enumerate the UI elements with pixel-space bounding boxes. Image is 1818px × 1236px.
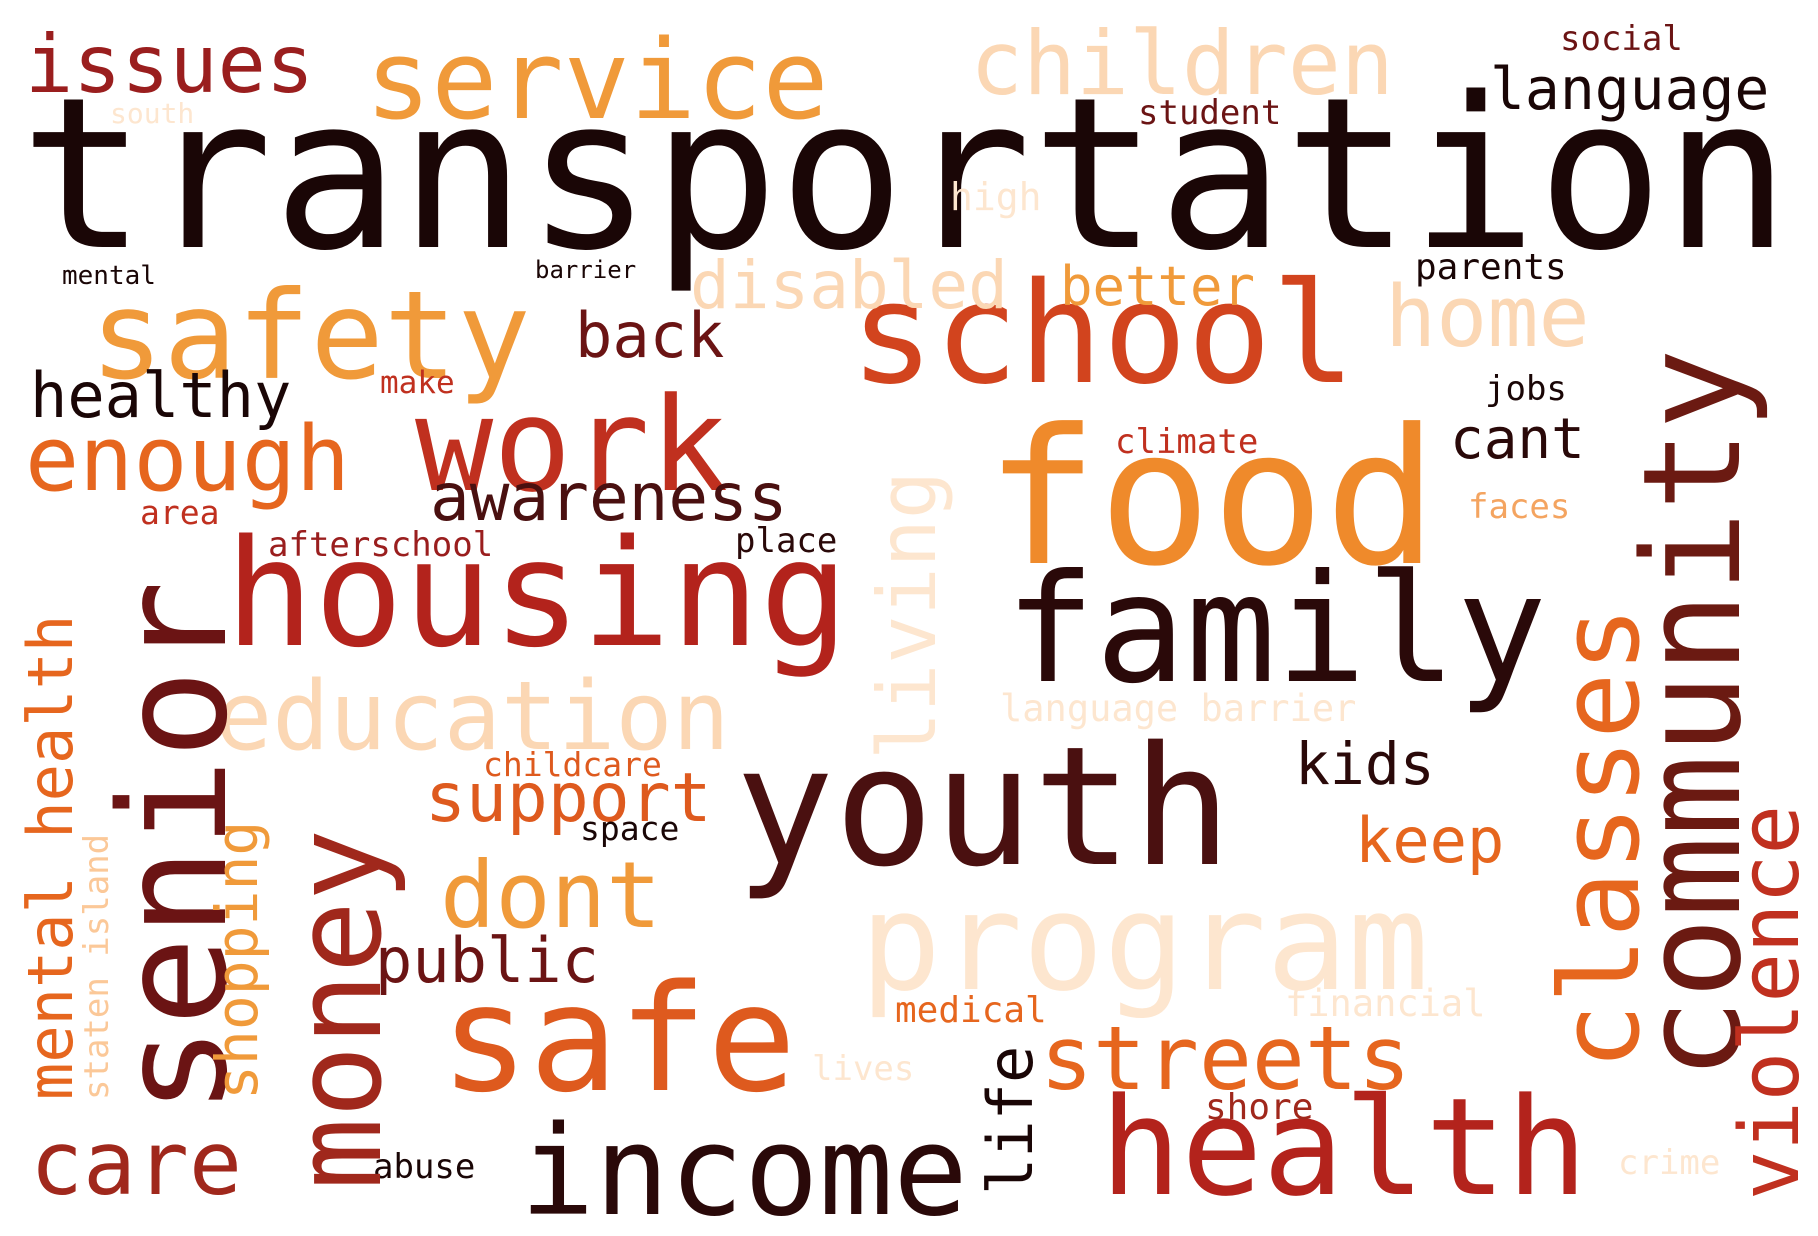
word-mental: mental [62,261,156,291]
word-climate: climate [1115,422,1259,462]
word-safe: safe [440,953,797,1125]
word-area: area [140,493,220,532]
word-lives: lives [812,1049,915,1089]
word-health: health [1100,1069,1588,1226]
word-make: make [380,365,455,401]
word-better: better [1060,255,1256,318]
word-school: school [850,253,1356,416]
word-medical: medical [895,990,1047,1031]
word-language: language [1490,55,1770,123]
word-education: education [215,662,730,772]
word-service: service [365,16,829,144]
word-mental-health: mental health [14,614,87,1100]
word-family: family [1005,543,1547,717]
word-issues: issues [25,18,314,111]
word-afterschool: afterschool [268,525,494,565]
word-faces: faces [1468,487,1571,527]
word-safety: safety [90,265,531,407]
word-back: back [575,299,725,372]
word-keep: keep [1355,804,1505,877]
word-support: support [425,759,712,838]
word-enough: enough [25,407,351,512]
word-crime: crime [1618,1143,1721,1183]
word-jobs: jobs [1485,369,1567,409]
word-disabled: disabled [690,247,1008,324]
word-care: care [30,1112,242,1215]
word-awareness: awareness [430,459,788,536]
word-work: work [415,369,729,521]
word-shore: shore [1205,1087,1314,1128]
word-language-barrier: language barrier [1000,687,1357,730]
word-high: high [950,175,1042,219]
word-space: space [580,809,680,848]
word-life: life [974,1045,1047,1195]
word-staten-island: staten island [77,833,117,1100]
word-home: home [1385,268,1590,367]
word-financial: financial [1285,982,1486,1025]
word-student: student [1138,93,1282,133]
word-abuse: abuse [373,1147,476,1187]
word-youth: youth [735,711,1232,903]
word-kids: kids [1295,730,1435,798]
word-transportation: transportation [20,52,1791,297]
word-cant: cant [1450,407,1585,472]
word-classes: classes [1536,606,1664,1070]
word-parents: parents [1415,247,1567,288]
word-housing: housing [225,508,849,680]
word-streets: streets [1040,1007,1411,1110]
word-public: public [375,924,599,997]
word-childcare: childcare [483,745,662,784]
word-food: food [985,389,1438,608]
word-place: place [735,521,838,561]
word-shopping: shopping [203,820,271,1100]
word-south: south [110,97,195,130]
word-healthy: healthy [30,359,292,432]
word-money: money [270,828,409,1190]
word-living: living [861,471,954,760]
word-social: social [1560,19,1683,59]
word-income: income [520,1100,968,1236]
word-barrier: barrier [535,256,637,284]
word-children: children [970,12,1394,115]
word-violence: violence [1723,805,1818,1200]
word-dont: dont [440,842,662,949]
word-program: program [860,864,1429,1021]
